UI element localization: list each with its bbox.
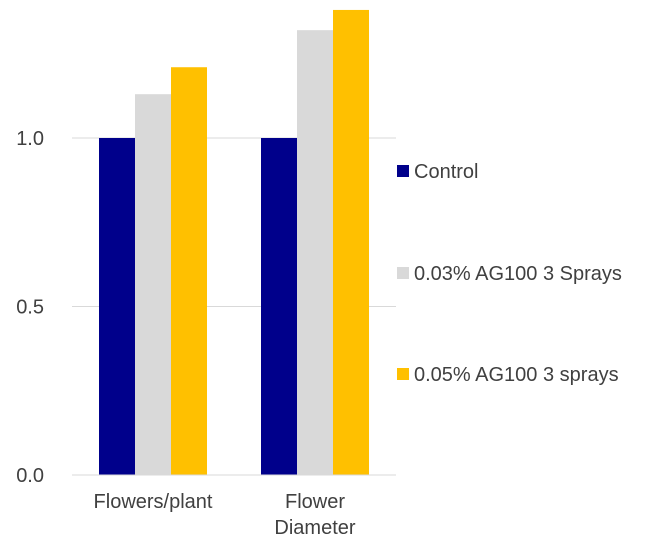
- bar: [261, 138, 297, 475]
- legend-swatch: [397, 368, 409, 380]
- bar: [99, 138, 135, 475]
- bars: [99, 9, 369, 475]
- legend: Control 0.03% AG100 3 Sprays 0.05% AG100 3…: [397, 161, 622, 386]
- legend-swatch: [397, 165, 409, 177]
- bar: [171, 67, 207, 475]
- x-category-label-line: Flowers/plant: [94, 491, 213, 513]
- x-category-label: Flower Diameter: [274, 491, 355, 539]
- y-tick-label: 1.0: [16, 128, 44, 150]
- legend-label: 0.03% AG100 3 Sprays: [414, 263, 622, 285]
- legend-label: Control: [414, 161, 478, 183]
- bar: [297, 30, 333, 475]
- y-tick-label: 0.5: [16, 297, 44, 319]
- legend-label: 0.05% AG100 3 sprays: [414, 364, 619, 386]
- x-category-label: Flowers/plant: [94, 491, 213, 513]
- legend-swatch: [397, 267, 409, 279]
- x-category-label-line: Flower: [285, 491, 345, 513]
- x-axis-category-labels: Flowers/plant Flower Diameter: [94, 491, 356, 539]
- y-tick-label: 0.0: [16, 465, 44, 487]
- y-axis-tick-labels: 0.0 0.5 1.0: [16, 128, 44, 487]
- bar: [333, 9, 369, 475]
- x-category-label-line: Diameter: [274, 517, 355, 539]
- bar: [135, 94, 171, 475]
